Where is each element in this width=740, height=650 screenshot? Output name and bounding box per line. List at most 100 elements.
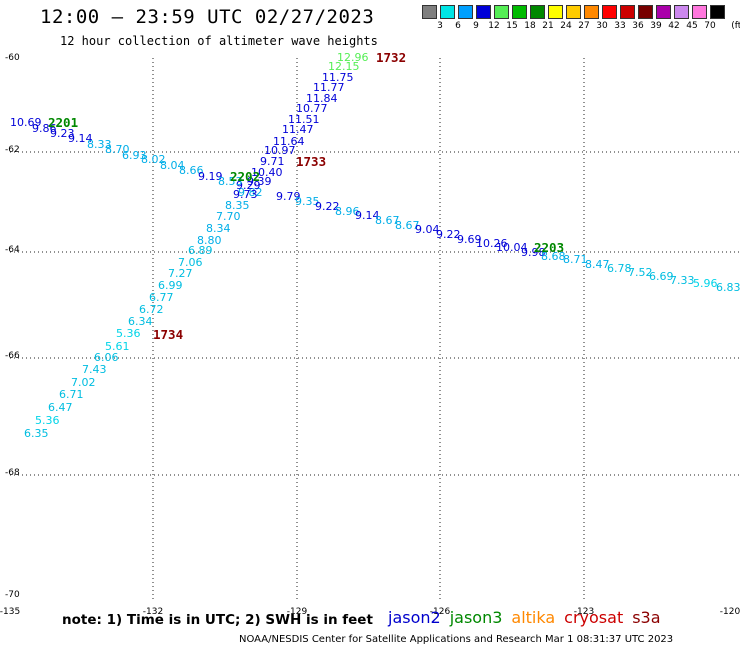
legend-label: 12	[488, 21, 500, 31]
legend-label: 33	[614, 21, 626, 31]
mission-jason3: jason3	[449, 608, 503, 627]
lon-label: -126	[430, 607, 451, 617]
wave-height-label: 6.78	[607, 262, 632, 275]
legend-swatch	[566, 5, 581, 19]
wave-height-label: 8.71	[563, 253, 588, 266]
legend-label: 21	[542, 21, 554, 31]
wave-height-label: 7.52	[628, 266, 653, 279]
map-subtitle: 12 hour collection of altimeter wave hei…	[60, 34, 378, 48]
wave-height-label: 9.23	[50, 127, 75, 140]
time-stamp-label: 1732	[376, 50, 406, 65]
wave-height-label: 10.04	[496, 241, 528, 254]
wave-height-label: 9.82	[238, 186, 263, 199]
wave-height-label: 11.75	[322, 71, 354, 84]
legend-label: 3	[437, 21, 443, 31]
legend-swatch	[494, 5, 509, 19]
wave-height-label: 9.98	[521, 246, 546, 259]
legend-label: 15	[506, 21, 518, 31]
wave-height-label: 9.86	[32, 122, 57, 135]
legend-label: 45	[686, 21, 698, 31]
lon-label: -123	[574, 607, 594, 617]
legend-label: 42	[668, 21, 680, 31]
wave-height-label: 9.73	[233, 188, 258, 201]
wave-height-label: 9.04	[415, 223, 440, 236]
wave-height-label: 6.34	[128, 315, 153, 328]
wave-height-label: 9.69	[457, 233, 482, 246]
wave-height-label: 7.43	[82, 363, 107, 376]
wave-height-label: 11.47	[282, 123, 314, 136]
lat-label: -70	[5, 590, 20, 600]
time-stamp-label: 2202	[230, 169, 260, 184]
wave-height-label: 11.51	[288, 113, 320, 126]
wave-height-label: 12.15	[328, 60, 360, 73]
wave-height-label: 6.69	[649, 270, 674, 283]
time-stamps: 1732 1733 1734 2201 2202 2203	[48, 50, 564, 342]
wave-height-label: 8.67	[375, 214, 400, 227]
wave-height-label: 8.35	[225, 199, 250, 212]
legend-swatch	[476, 5, 491, 19]
wave-height-label: 7.33	[670, 274, 695, 287]
wave-height-label: 10.69	[10, 116, 42, 129]
wave-height-label: 9.29	[236, 179, 261, 192]
legend-label: 6	[455, 21, 461, 31]
legend-label: 27	[578, 21, 590, 31]
wave-height-label: 12.96	[337, 51, 369, 64]
wave-height-label: 11.64	[273, 135, 305, 148]
wave-height-label: 6.47	[48, 401, 73, 414]
wave-height-label: 10.97	[264, 144, 296, 157]
wave-height-label: 8.47	[585, 258, 610, 271]
legend-label: 24	[560, 21, 572, 31]
time-stamp-label: 2203	[534, 240, 564, 255]
mission-altika: altika	[511, 608, 556, 627]
time-stamp-label: 1733	[296, 154, 326, 169]
grid	[10, 58, 740, 600]
wave-height-label: 8.66	[179, 164, 204, 177]
lon-label: -129	[287, 607, 308, 617]
wave-height-label: 6.77	[149, 291, 174, 304]
mission-legend: jason2 jason3 altika cryosat s3a	[388, 608, 670, 627]
wave-height-label: 6.89	[188, 244, 213, 257]
wave-height-label: 6.93	[122, 149, 147, 162]
legend-label: 39	[650, 21, 662, 31]
legend-swatch	[458, 5, 473, 19]
lat-label: -66	[5, 351, 20, 361]
wave-height-label: 8.34	[206, 222, 231, 235]
credit-line: NOAA/NESDIS Center for Satellite Applica…	[239, 634, 674, 645]
legend-swatch	[692, 5, 707, 19]
time-stamp-label: 1734	[153, 327, 183, 342]
wave-height-label: 7.27	[168, 267, 193, 280]
wave-height-label: 8.68	[541, 250, 566, 263]
lon-label: -120	[720, 607, 740, 617]
wave-height-label: 9.19	[198, 170, 223, 183]
legend-swatch	[584, 5, 599, 19]
wave-height-label: 8.33	[87, 138, 112, 151]
wave-height-label: 6.35	[24, 427, 49, 440]
lon-label: -132	[143, 607, 163, 617]
wave-height-label: 10.77	[296, 102, 328, 115]
wave-height-label: 10.40	[251, 166, 283, 179]
wave-height-label: 7.06	[178, 256, 203, 269]
wave-height-label: 8.04	[160, 159, 185, 172]
wave-height-label: 8.53	[218, 175, 243, 188]
wave-height-label: 6.83	[716, 281, 740, 294]
lat-label: -62	[5, 145, 20, 155]
lat-label: -60	[5, 53, 20, 63]
lon-label: -135	[0, 607, 20, 617]
footnote: note: 1) Time is in UTC; 2) SWH is in fe…	[62, 612, 373, 628]
mission-s3a: s3a	[632, 608, 661, 627]
mission-jason2: jason2	[388, 608, 441, 627]
legend-swatch	[710, 5, 725, 19]
wave-height-label: 6.71	[59, 388, 84, 401]
legend-swatch	[620, 5, 635, 19]
wave-height-label: 8.96	[335, 205, 360, 218]
wave-height-label: 9.22	[315, 200, 340, 213]
wave-height-label: 8.67	[395, 219, 420, 232]
legend-unit: (ft)	[731, 21, 740, 31]
legend-label: 36	[632, 21, 644, 31]
map-title: 12:00 – 23:59 UTC 02/27/2023	[40, 6, 375, 28]
legend-label: 9	[473, 21, 479, 31]
axis-labels: -135 -132 -129 -126 -123 -120 -60 -62 -64 -66 -68 -…	[0, 53, 740, 617]
legend-swatch	[548, 5, 563, 19]
lat-label: -68	[5, 468, 20, 478]
